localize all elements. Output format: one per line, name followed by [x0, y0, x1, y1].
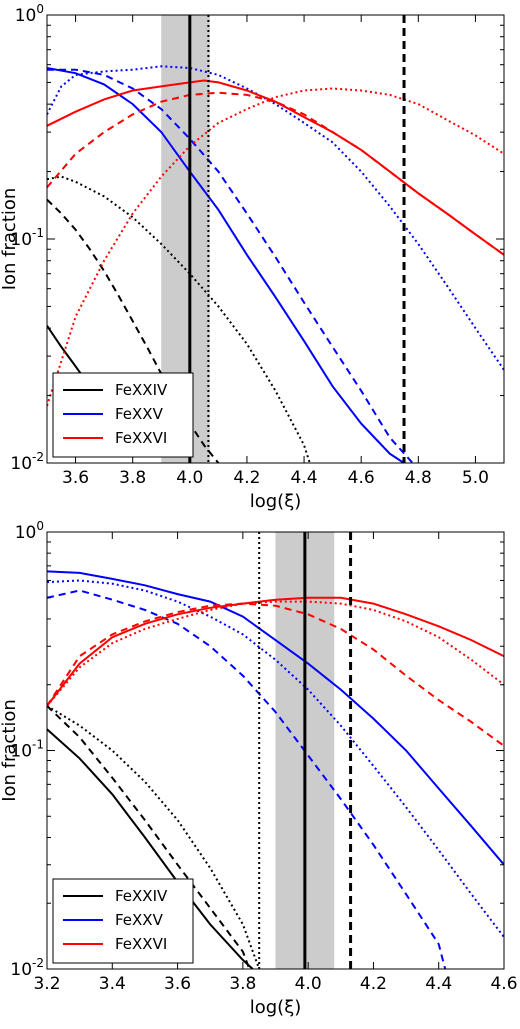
x-tick-label: 4.6: [348, 468, 375, 488]
x-tick-label: 4.4: [425, 974, 452, 994]
x-tick-label: 3.4: [99, 974, 126, 994]
x-axis-label: log(ξ): [250, 997, 302, 1018]
y-tick-base: 10: [10, 230, 32, 250]
y-tick-base: 10: [10, 960, 32, 980]
legend-label-fexxv: FeXXV: [115, 911, 164, 929]
y-axis-label: Ion fraction: [0, 699, 20, 802]
series-fexxvi-dashed: [47, 602, 504, 747]
chart-panel-1: 3.6 3.8 4.0 4.2 4.4 4.6 4.8 5.010010-110-2log(ξ…: [0, 2, 505, 512]
x-tick-label: 4.6: [490, 974, 517, 994]
y-tick-exponent: 0: [36, 2, 44, 16]
x-tick-label: 4.2: [233, 468, 260, 488]
series-fexxvi-dotted: [47, 600, 504, 707]
y-tick-exponent: -1: [32, 738, 44, 752]
x-tick-label: 3.6: [164, 974, 191, 994]
series-fexxvi-solid: [47, 596, 504, 707]
x-tick-label: 3.2: [33, 974, 60, 994]
x-axis-label: log(ξ): [250, 491, 302, 512]
legend-label-fexxvi: FeXXVI: [115, 429, 167, 447]
x-tick-label: 4.0: [295, 974, 322, 994]
plot-area: [47, 532, 504, 969]
x-tick-label: 3.8: [229, 974, 256, 994]
y-tick-label: 100: [15, 2, 44, 26]
y-tick-label: 10-1: [10, 738, 44, 762]
series-fexxiv-dotted: [47, 175, 311, 463]
x-tick-label: 3.6: [62, 468, 89, 488]
series-fexxiv-solid: [47, 728, 254, 969]
y-tick-label: 10-1: [10, 226, 44, 250]
x-tick-label: 4.8: [405, 468, 432, 488]
series-fexxvi-dashed: [47, 91, 504, 256]
series-fexxv-dashed: [47, 68, 414, 463]
y-tick-base: 10: [15, 523, 37, 543]
legend-label-fexxiv: FeXXIV: [115, 887, 168, 905]
y-tick-label: 10-2: [10, 450, 44, 474]
series-fexxv-dotted: [47, 579, 504, 938]
legend-label-fexxvi: FeXXVI: [115, 935, 167, 953]
y-tick-label: 10-2: [10, 956, 44, 980]
y-tick-base: 10: [10, 454, 32, 474]
x-tick-label: 3.8: [119, 468, 146, 488]
y-tick-exponent: -2: [32, 450, 44, 464]
y-tick-exponent: -2: [32, 956, 44, 970]
x-tick-label: 4.4: [291, 468, 318, 488]
series-fexxvi-dotted: [47, 87, 504, 407]
x-tick-label: 4.2: [360, 974, 387, 994]
legend-label-fexxiv: FeXXIV: [115, 381, 168, 399]
legend: FeXXIV FeXXV FeXXVI: [52, 878, 194, 964]
chart-panel-2: 3.2 3.4 3.6 3.8 4.0 4.2 4.4 4.610010-110-2log(ξ…: [0, 519, 518, 1018]
x-tick-label: 5.0: [462, 468, 489, 488]
x-tick-label: 4.0: [176, 468, 203, 488]
series-fexxv-solid: [47, 570, 504, 866]
y-axis-label: Ion fraction: [0, 188, 20, 291]
series-fexxv-solid: [47, 67, 405, 463]
y-tick-exponent: -1: [32, 226, 44, 240]
legend-label-fexxv: FeXXV: [115, 405, 164, 423]
y-tick-label: 100: [15, 519, 44, 543]
legend: FeXXIV FeXXV FeXXVI: [52, 372, 194, 458]
series-fexxiv-dashed: [47, 705, 251, 969]
y-tick-exponent: 0: [36, 519, 44, 533]
series-fexxvi-solid: [47, 79, 504, 256]
y-tick-base: 10: [10, 742, 32, 762]
series-fexxv-dotted: [47, 65, 504, 371]
y-tick-base: 10: [15, 6, 37, 26]
